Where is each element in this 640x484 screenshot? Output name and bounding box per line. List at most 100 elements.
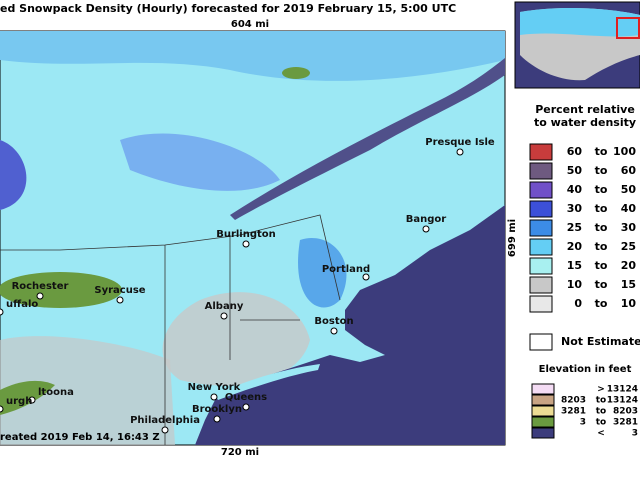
legend-title: Elevation in feet bbox=[539, 364, 632, 375]
region bbox=[0, 140, 27, 210]
legend-swatch bbox=[529, 295, 553, 313]
city-label: urgh bbox=[6, 396, 32, 407]
scale-bottom: 720 mi bbox=[221, 447, 259, 458]
legend-swatch bbox=[531, 427, 555, 439]
river bbox=[230, 58, 505, 220]
city-label: Portland bbox=[322, 264, 370, 275]
legend-label: > bbox=[597, 385, 605, 395]
legend-swatch bbox=[531, 383, 555, 395]
legend-label: to bbox=[595, 164, 608, 177]
map-title: ed Snowpack Density (Hourly) forecasted … bbox=[0, 2, 456, 15]
legend-swatch bbox=[529, 238, 553, 256]
legend-swatch bbox=[529, 333, 553, 351]
city-marker bbox=[161, 426, 169, 434]
legend-label: < bbox=[597, 429, 605, 439]
city-marker bbox=[242, 240, 250, 248]
city-label: New York bbox=[188, 382, 241, 393]
city-marker bbox=[28, 396, 36, 404]
legend-label: Not Estimate bbox=[561, 335, 640, 348]
scale-right: 699 mi bbox=[507, 219, 518, 257]
legend-label: to bbox=[595, 202, 608, 215]
legend-label: to bbox=[596, 418, 607, 428]
inset-map bbox=[514, 1, 640, 89]
borders bbox=[0, 214, 341, 445]
legend-label: 20 bbox=[621, 259, 637, 272]
lake bbox=[0, 380, 55, 415]
created-time: reated 2019 Feb 14, 16:43 Z bbox=[0, 432, 160, 443]
lake bbox=[0, 272, 122, 308]
city-label: Queens bbox=[225, 392, 267, 403]
legend-label: 10 bbox=[567, 278, 583, 291]
legend-label: 20 bbox=[567, 240, 583, 253]
city-label: Boston bbox=[314, 316, 353, 327]
city-label: uffalo bbox=[6, 299, 38, 310]
city-label: Bangor bbox=[406, 214, 447, 225]
legend-label: 0 bbox=[574, 297, 582, 310]
city-marker bbox=[362, 273, 370, 281]
legend-label: 15 bbox=[567, 259, 582, 272]
city-label: Burlington bbox=[216, 229, 276, 240]
region bbox=[0, 336, 175, 445]
scale-top: 604 mi bbox=[231, 19, 269, 30]
legend-label: to bbox=[595, 183, 608, 196]
legend-swatch bbox=[529, 181, 553, 199]
city-marker bbox=[0, 405, 4, 413]
city-label: ltoona bbox=[38, 387, 74, 398]
map bbox=[0, 30, 506, 446]
legend-label: 3281 bbox=[561, 407, 586, 417]
legend-label: 8203 bbox=[561, 396, 586, 406]
legend-label: 50 bbox=[621, 183, 637, 196]
legend-label: 30 bbox=[567, 202, 583, 215]
city-label: Presque Isle bbox=[425, 137, 495, 148]
city-label: Syracuse bbox=[94, 285, 145, 296]
legend-label: 3 bbox=[632, 429, 638, 439]
city-marker bbox=[422, 225, 430, 233]
city-marker bbox=[36, 292, 44, 300]
legend-label: 25 bbox=[567, 221, 582, 234]
city-marker bbox=[116, 296, 124, 304]
legend-title: Percent relative bbox=[535, 103, 635, 116]
legend-swatch bbox=[529, 276, 553, 294]
city-marker bbox=[220, 312, 228, 320]
city-marker bbox=[330, 327, 338, 335]
legend-swatch bbox=[531, 416, 555, 428]
legend-label: to bbox=[595, 297, 608, 310]
legend-swatch bbox=[529, 162, 553, 180]
city-label: Brooklyn bbox=[192, 404, 242, 415]
island bbox=[215, 364, 320, 400]
legend-swatch bbox=[529, 219, 553, 237]
city-label: Philadelphia bbox=[130, 415, 200, 426]
legend-label: 50 bbox=[567, 164, 583, 177]
city-label: Rochester bbox=[12, 281, 69, 292]
region bbox=[162, 292, 310, 386]
legend-label: 3281 bbox=[613, 418, 638, 428]
legend-title: to water density bbox=[534, 116, 636, 129]
legend-swatch bbox=[529, 200, 553, 218]
legend-label: to bbox=[596, 396, 607, 406]
legend-label: 3 bbox=[580, 418, 586, 428]
legend-label: to bbox=[595, 278, 608, 291]
legend-label: 40 bbox=[567, 183, 583, 196]
city-marker bbox=[213, 415, 221, 423]
legend-label: 100 bbox=[613, 145, 636, 158]
legend-label: 30 bbox=[621, 221, 637, 234]
ocean bbox=[195, 205, 505, 445]
city-marker bbox=[210, 393, 218, 401]
legend-swatch bbox=[529, 257, 553, 275]
legend-label: 8203 bbox=[613, 407, 638, 417]
legend-label: to bbox=[595, 145, 608, 158]
legend-label: 15 bbox=[621, 278, 636, 291]
legend-label: 13124 bbox=[607, 385, 638, 395]
legend-label: to bbox=[596, 407, 607, 417]
legend-label: 13124 bbox=[607, 396, 638, 406]
legend-label: 25 bbox=[621, 240, 636, 253]
city-label: Albany bbox=[205, 301, 244, 312]
legend-label: 60 bbox=[621, 164, 637, 177]
region bbox=[120, 133, 280, 191]
legend-label: to bbox=[595, 221, 608, 234]
legend-swatch bbox=[529, 143, 553, 161]
region bbox=[0, 31, 505, 81]
city-marker bbox=[456, 148, 464, 156]
legend-label: 40 bbox=[621, 202, 637, 215]
